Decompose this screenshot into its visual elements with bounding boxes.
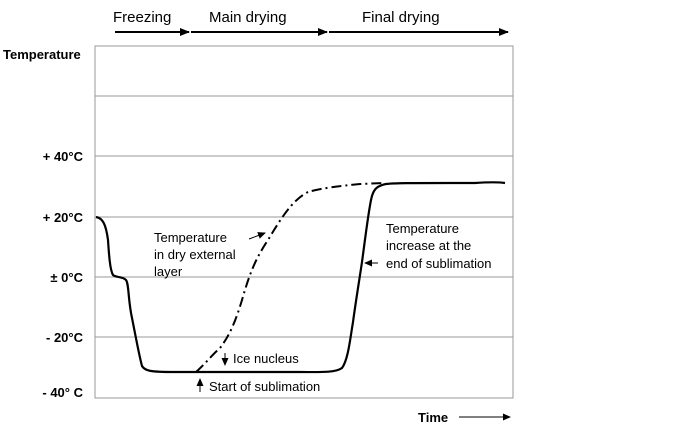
ice-nucleus-label: Ice nucleus <box>233 351 299 366</box>
y-tick-label: + 40°C <box>43 149 84 164</box>
phase-label-final-drying: Final drying <box>362 9 440 26</box>
annotation-dry-external-layer: Temperature in dry external layer <box>154 230 266 279</box>
y-tick-label: ± 0°C <box>50 270 83 285</box>
y-tick-label: - 40° C <box>42 385 83 400</box>
annotation-ice-nucleus: Ice nucleus <box>221 351 299 366</box>
annotation-line: Temperature <box>386 221 459 236</box>
annotation-line: layer <box>154 264 183 279</box>
start-sublimation-label: Start of sublimation <box>209 379 320 394</box>
annotation-line: in dry external <box>154 247 236 262</box>
annotation-start-sublimation: Start of sublimation <box>196 378 320 394</box>
phase-label-main-drying: Main drying <box>209 9 287 26</box>
annotation-line: Temperature <box>154 230 227 245</box>
annotation-line: increase at the <box>386 238 471 253</box>
annotation-arrow <box>248 232 266 240</box>
dry-external-layer-curve <box>195 182 386 373</box>
y-axis-title: Temperature <box>3 47 81 62</box>
plot-area <box>94 45 514 399</box>
phase-label-freezing: Freezing <box>113 9 171 26</box>
y-tick-label: + 20°C <box>43 210 84 225</box>
x-axis-title: Time <box>418 410 448 425</box>
product-temperature-curve <box>95 181 506 374</box>
annotation-line: end of sublimation <box>386 256 492 271</box>
annotation-end-sublimation: Temperature increase at the end of subli… <box>364 221 492 271</box>
y-tick-label: - 20°C <box>46 330 84 345</box>
plot-frame <box>94 45 514 399</box>
